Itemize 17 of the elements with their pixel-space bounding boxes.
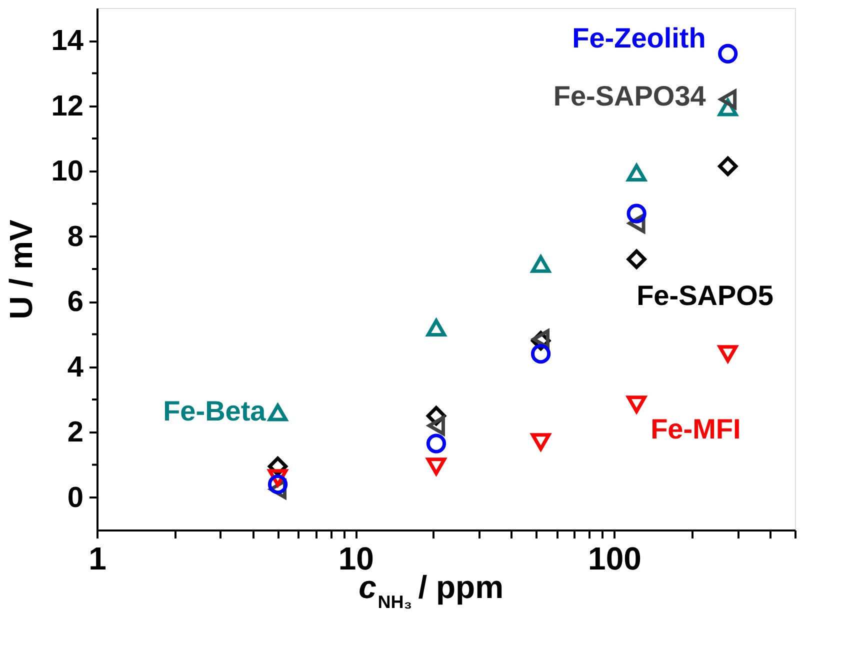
y-tick-label: 14 bbox=[51, 25, 84, 58]
y-tick-label: 12 bbox=[51, 90, 84, 122]
y-tick-label: 2 bbox=[67, 416, 84, 449]
y-tick-label: 0 bbox=[67, 482, 84, 514]
series-label: Fe-SAPO5 bbox=[636, 280, 774, 312]
series-label: Fe-SAPO34 bbox=[553, 80, 706, 112]
series-label: Fe-MFI bbox=[650, 413, 741, 444]
y-axis-title: U / mV bbox=[3, 219, 40, 320]
x-tick-label: 1 bbox=[88, 540, 106, 576]
series-label: Fe-Zeolith bbox=[572, 22, 706, 54]
y-tick-label: 4 bbox=[67, 351, 84, 384]
x-tick-label: 10 bbox=[338, 540, 374, 576]
y-tick-label: 8 bbox=[67, 220, 84, 253]
y-tick-label: 10 bbox=[51, 156, 84, 188]
x-tick-label: 100 bbox=[588, 540, 642, 576]
y-tick-label: 6 bbox=[67, 286, 84, 318]
series-label: Fe-Beta bbox=[163, 396, 266, 427]
